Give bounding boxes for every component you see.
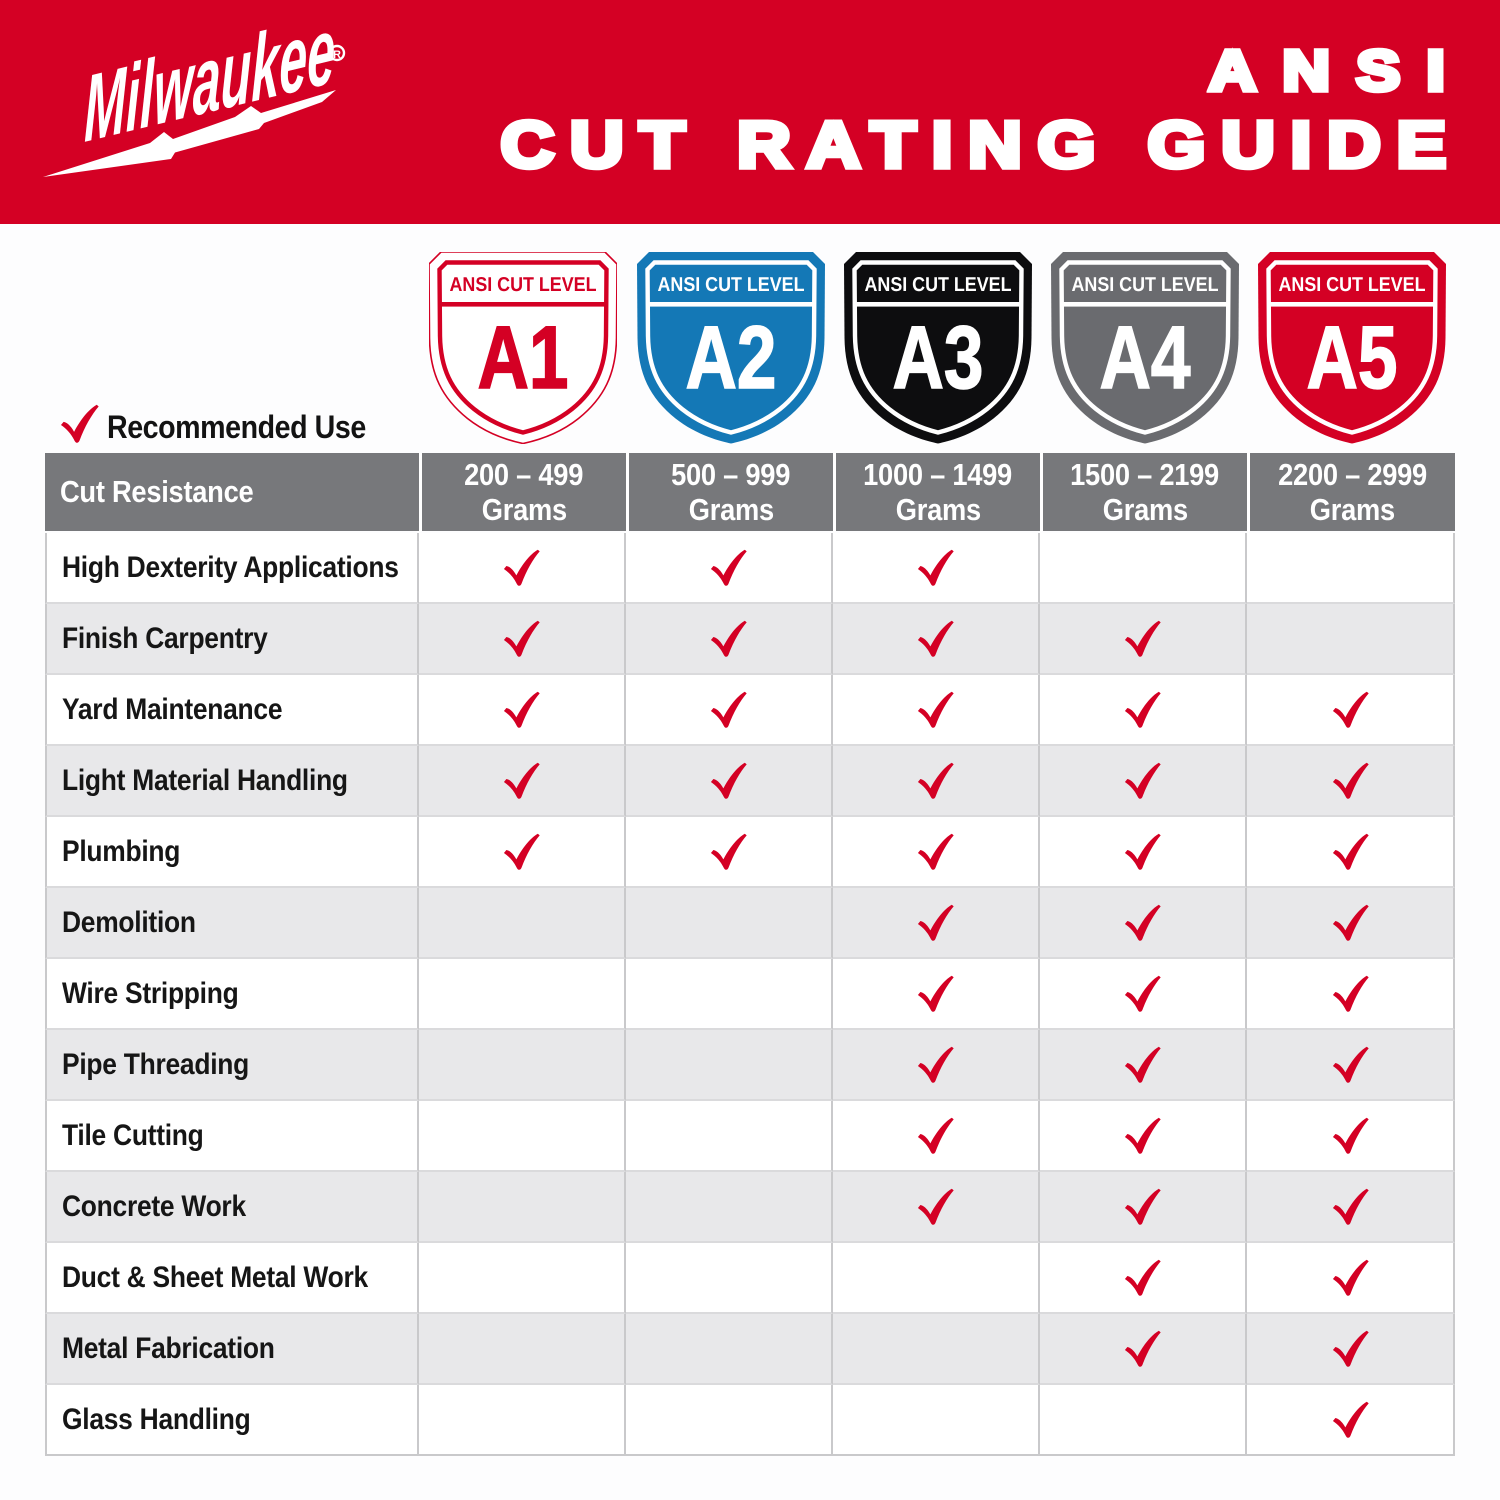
svg-text:ANSI CUT LEVEL: ANSI CUT LEVEL xyxy=(1071,274,1218,296)
svg-text:A1: A1 xyxy=(477,307,568,407)
svg-text:R: R xyxy=(333,49,341,61)
svg-text:ANSI CUT LEVEL: ANSI CUT LEVEL xyxy=(449,274,596,296)
svg-text:A2: A2 xyxy=(685,307,776,407)
svg-text:ANSI CUT LEVEL: ANSI CUT LEVEL xyxy=(657,274,804,296)
svg-text:ANSI CUT LEVEL: ANSI CUT LEVEL xyxy=(864,274,1011,296)
svg-text:A3: A3 xyxy=(892,307,983,407)
svg-text:A5: A5 xyxy=(1306,307,1397,407)
svg-text:ANSI CUT LEVEL: ANSI CUT LEVEL xyxy=(1278,274,1425,296)
svg-text:A4: A4 xyxy=(1099,307,1190,407)
